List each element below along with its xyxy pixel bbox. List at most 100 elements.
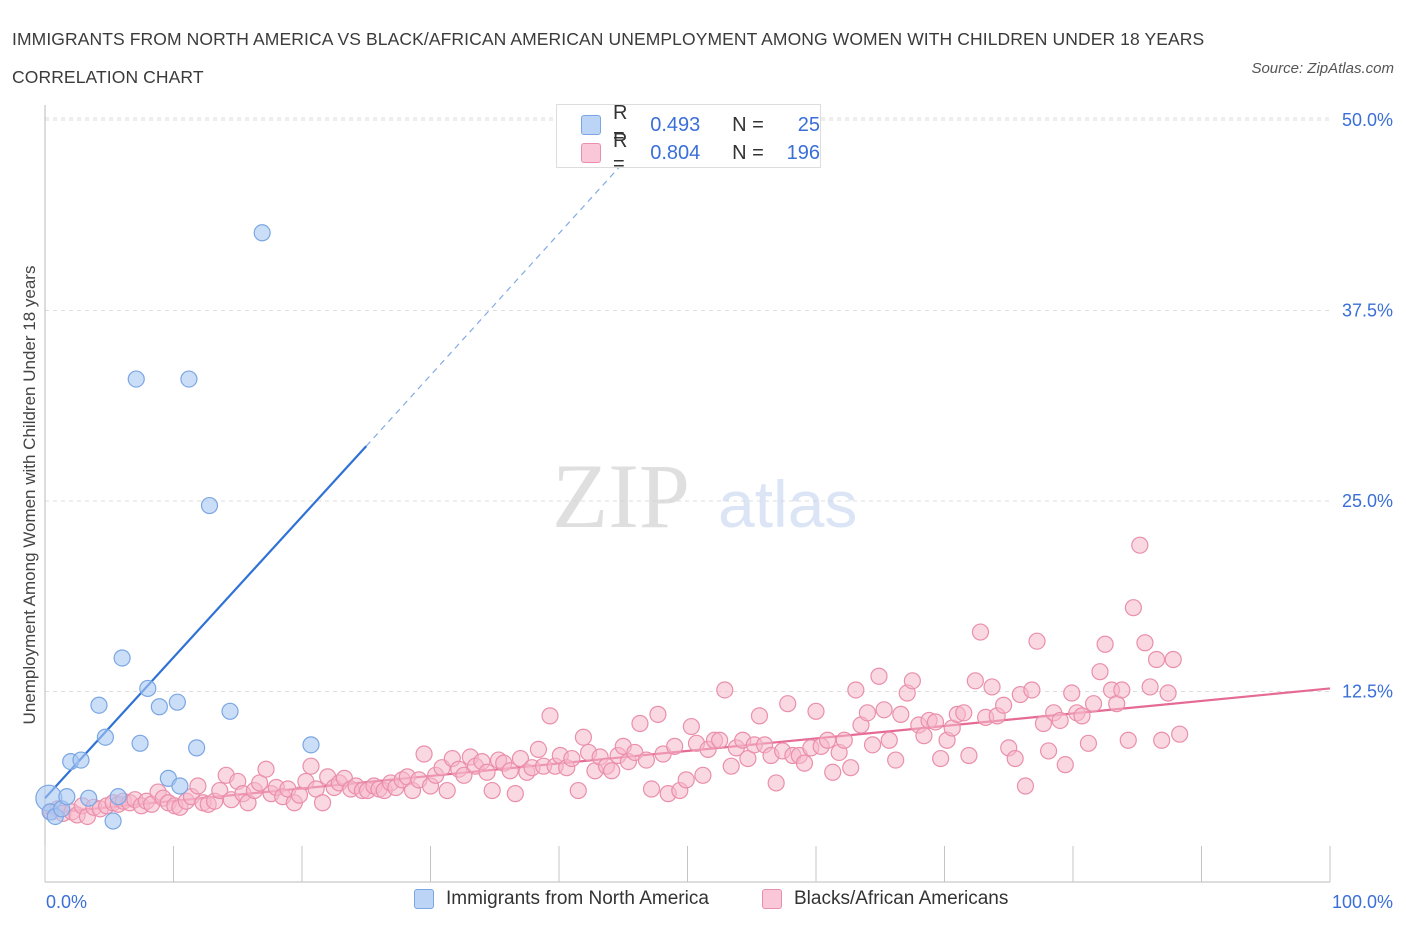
- source-label: Source: ZipAtlas.com: [1251, 60, 1394, 77]
- data-point-immigrants: [90, 696, 108, 714]
- data-point-immigrants: [131, 734, 149, 752]
- data-point-blacks: [711, 731, 729, 749]
- data-point-blacks: [1073, 707, 1091, 725]
- data-point-blacks: [1056, 756, 1074, 774]
- data-point-blacks: [1131, 536, 1149, 554]
- r-label: R =: [612, 130, 628, 175]
- data-point-blacks: [1091, 663, 1109, 681]
- data-point-blacks: [313, 794, 332, 812]
- data-point-immigrants: [168, 693, 186, 711]
- y-tick-label: 12.5%: [1342, 682, 1393, 702]
- data-point-immigrants: [171, 777, 189, 795]
- data-point-immigrants: [72, 751, 90, 769]
- data-point-blacks: [603, 762, 621, 780]
- data-point-immigrants: [188, 739, 206, 757]
- data-point-blacks: [1153, 731, 1171, 749]
- data-point-blacks: [932, 749, 950, 768]
- data-point-blacks: [966, 672, 984, 690]
- data-point-blacks: [807, 702, 825, 720]
- data-point-blacks: [501, 762, 519, 780]
- n-label: N =: [732, 113, 764, 136]
- data-point-blacks: [1124, 599, 1142, 617]
- data-point-blacks: [211, 781, 229, 800]
- data-point-blacks: [1063, 684, 1081, 702]
- legend-item-blacks[interactable]: Blacks/African Americans: [762, 888, 1008, 910]
- data-point-blacks: [1039, 742, 1058, 760]
- data-point-blacks: [779, 695, 797, 713]
- data-point-blacks: [824, 763, 842, 781]
- data-point-blacks: [863, 736, 882, 754]
- data-point-blacks: [1096, 635, 1114, 653]
- data-point-immigrants: [109, 788, 127, 806]
- data-point-immigrants: [200, 496, 219, 515]
- correlation-legend: R = 0.493 N = 25 R = 0.804 N = 196: [556, 102, 821, 175]
- data-point-blacks: [438, 781, 456, 800]
- data-point-blacks: [1023, 681, 1041, 699]
- legend-row-immigrants: R = 0.493 N = 25: [581, 102, 820, 147]
- data-point-immigrants: [302, 736, 320, 754]
- data-point-blacks: [795, 754, 814, 772]
- data-point-blacks: [455, 766, 473, 784]
- y-tick-label: 25.0%: [1342, 491, 1393, 511]
- chart-title: IMMIGRANTS FROM NORTH AMERICA VS BLACK/A…: [12, 29, 1205, 87]
- data-point-blacks: [926, 713, 945, 731]
- data-point-blacks: [1164, 650, 1182, 669]
- data-point-blacks: [903, 672, 921, 690]
- data-point-blacks: [529, 740, 548, 759]
- data-point-blacks: [955, 704, 973, 722]
- data-point-blacks: [1016, 777, 1035, 795]
- data-point-blacks: [1147, 650, 1166, 669]
- data-point-blacks: [750, 707, 769, 725]
- trend-line-immigrants-extension: [365, 162, 624, 447]
- data-point-blacks: [983, 678, 1001, 696]
- r-value: 0.804: [650, 141, 701, 164]
- data-point-blacks: [847, 681, 865, 699]
- data-point-immigrants: [180, 370, 198, 388]
- y-tick-label: 37.5%: [1342, 301, 1393, 321]
- data-point-blacks: [915, 727, 933, 745]
- n-label: N =: [732, 141, 764, 164]
- data-point-blacks: [483, 781, 501, 800]
- data-point-blacks: [189, 777, 207, 795]
- data-point-blacks: [1136, 634, 1154, 652]
- data-point-blacks: [870, 667, 888, 685]
- data-point-immigrants: [221, 702, 239, 720]
- data-point-blacks: [835, 731, 853, 749]
- legend-row-blacks: R = 0.804 N = 196: [581, 130, 821, 175]
- legend-item-immigrants[interactable]: Immigrants from North America: [414, 888, 709, 910]
- series-immigrants-points: [35, 224, 320, 830]
- data-point-blacks: [892, 705, 910, 723]
- data-point-blacks: [971, 623, 990, 641]
- tick-labels: 12.5% 25.0% 37.5% 50.0% 0.0% 100.0%: [46, 110, 1393, 912]
- watermark-zip: ZIP: [552, 445, 690, 547]
- data-point-immigrants: [113, 649, 131, 667]
- data-point-blacks: [875, 701, 893, 719]
- data-point-blacks: [694, 766, 712, 784]
- data-point-blacks: [1034, 714, 1053, 733]
- data-point-blacks: [637, 751, 655, 769]
- data-point-blacks: [842, 759, 860, 777]
- data-point-blacks: [818, 731, 837, 749]
- data-point-blacks: [574, 728, 593, 746]
- data-point-blacks: [722, 757, 740, 775]
- data-point-blacks: [887, 751, 905, 769]
- data-point-blacks: [1079, 734, 1098, 752]
- data-point-blacks: [1159, 684, 1177, 702]
- data-point-blacks: [1113, 681, 1131, 699]
- r-value: 0.493: [650, 113, 701, 136]
- legend-label: Immigrants from North America: [446, 888, 709, 909]
- data-point-immigrants: [150, 698, 168, 716]
- data-point-blacks: [1028, 632, 1046, 650]
- data-point-blacks: [415, 745, 433, 763]
- data-point-immigrants: [127, 370, 145, 388]
- data-point-blacks: [541, 707, 559, 725]
- data-point-blacks: [716, 681, 734, 699]
- n-value: 196: [786, 141, 821, 164]
- data-point-blacks: [858, 704, 877, 722]
- data-point-immigrants: [104, 812, 122, 830]
- series-blacks-points: [42, 536, 1189, 826]
- data-point-immigrants: [96, 728, 114, 746]
- data-point-blacks: [302, 757, 320, 775]
- data-point-blacks: [649, 705, 667, 723]
